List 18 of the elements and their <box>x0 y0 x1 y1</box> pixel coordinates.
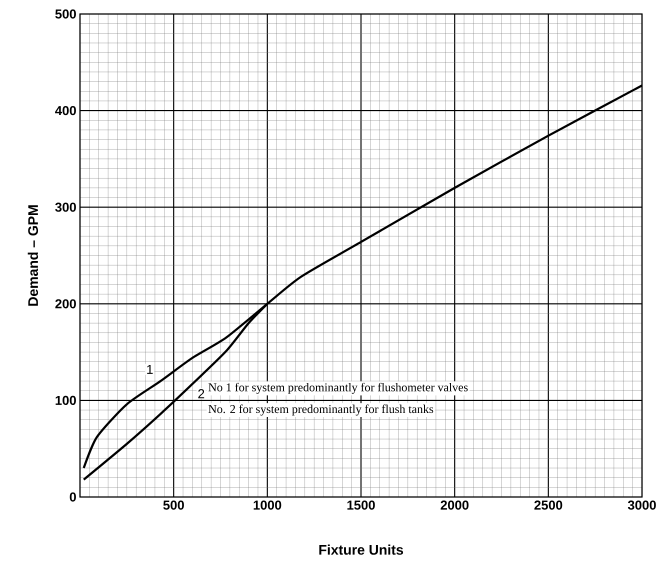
y-tick-label: 500 <box>55 9 76 19</box>
annotation: No. 2 for system predominantly for flush tanks <box>208 404 434 416</box>
annotation: No 1 for system predominantly for flushometer valves <box>208 382 468 394</box>
y-axis-title: Demand – GPM <box>28 205 38 306</box>
y-tick-label: 400 <box>55 106 76 116</box>
x-axis-title: Fixture Units <box>319 544 404 555</box>
y-tick-label: 200 <box>55 299 76 308</box>
x-tick-label: 2000 <box>440 500 469 510</box>
series-label: 2 <box>198 389 204 398</box>
x-tick-label: 500 <box>163 500 184 510</box>
x-tick-label: 2500 <box>534 500 562 510</box>
x-tick-label: 1000 <box>254 500 282 510</box>
x-tick-label: 1500 <box>347 500 375 510</box>
y-tick-label: 300 <box>55 202 76 212</box>
x-tick-label: 3000 <box>628 500 656 510</box>
y-tick-label: 100 <box>56 396 76 405</box>
series-label: 1 <box>147 364 153 374</box>
y-tick-label: 0 <box>70 492 76 502</box>
